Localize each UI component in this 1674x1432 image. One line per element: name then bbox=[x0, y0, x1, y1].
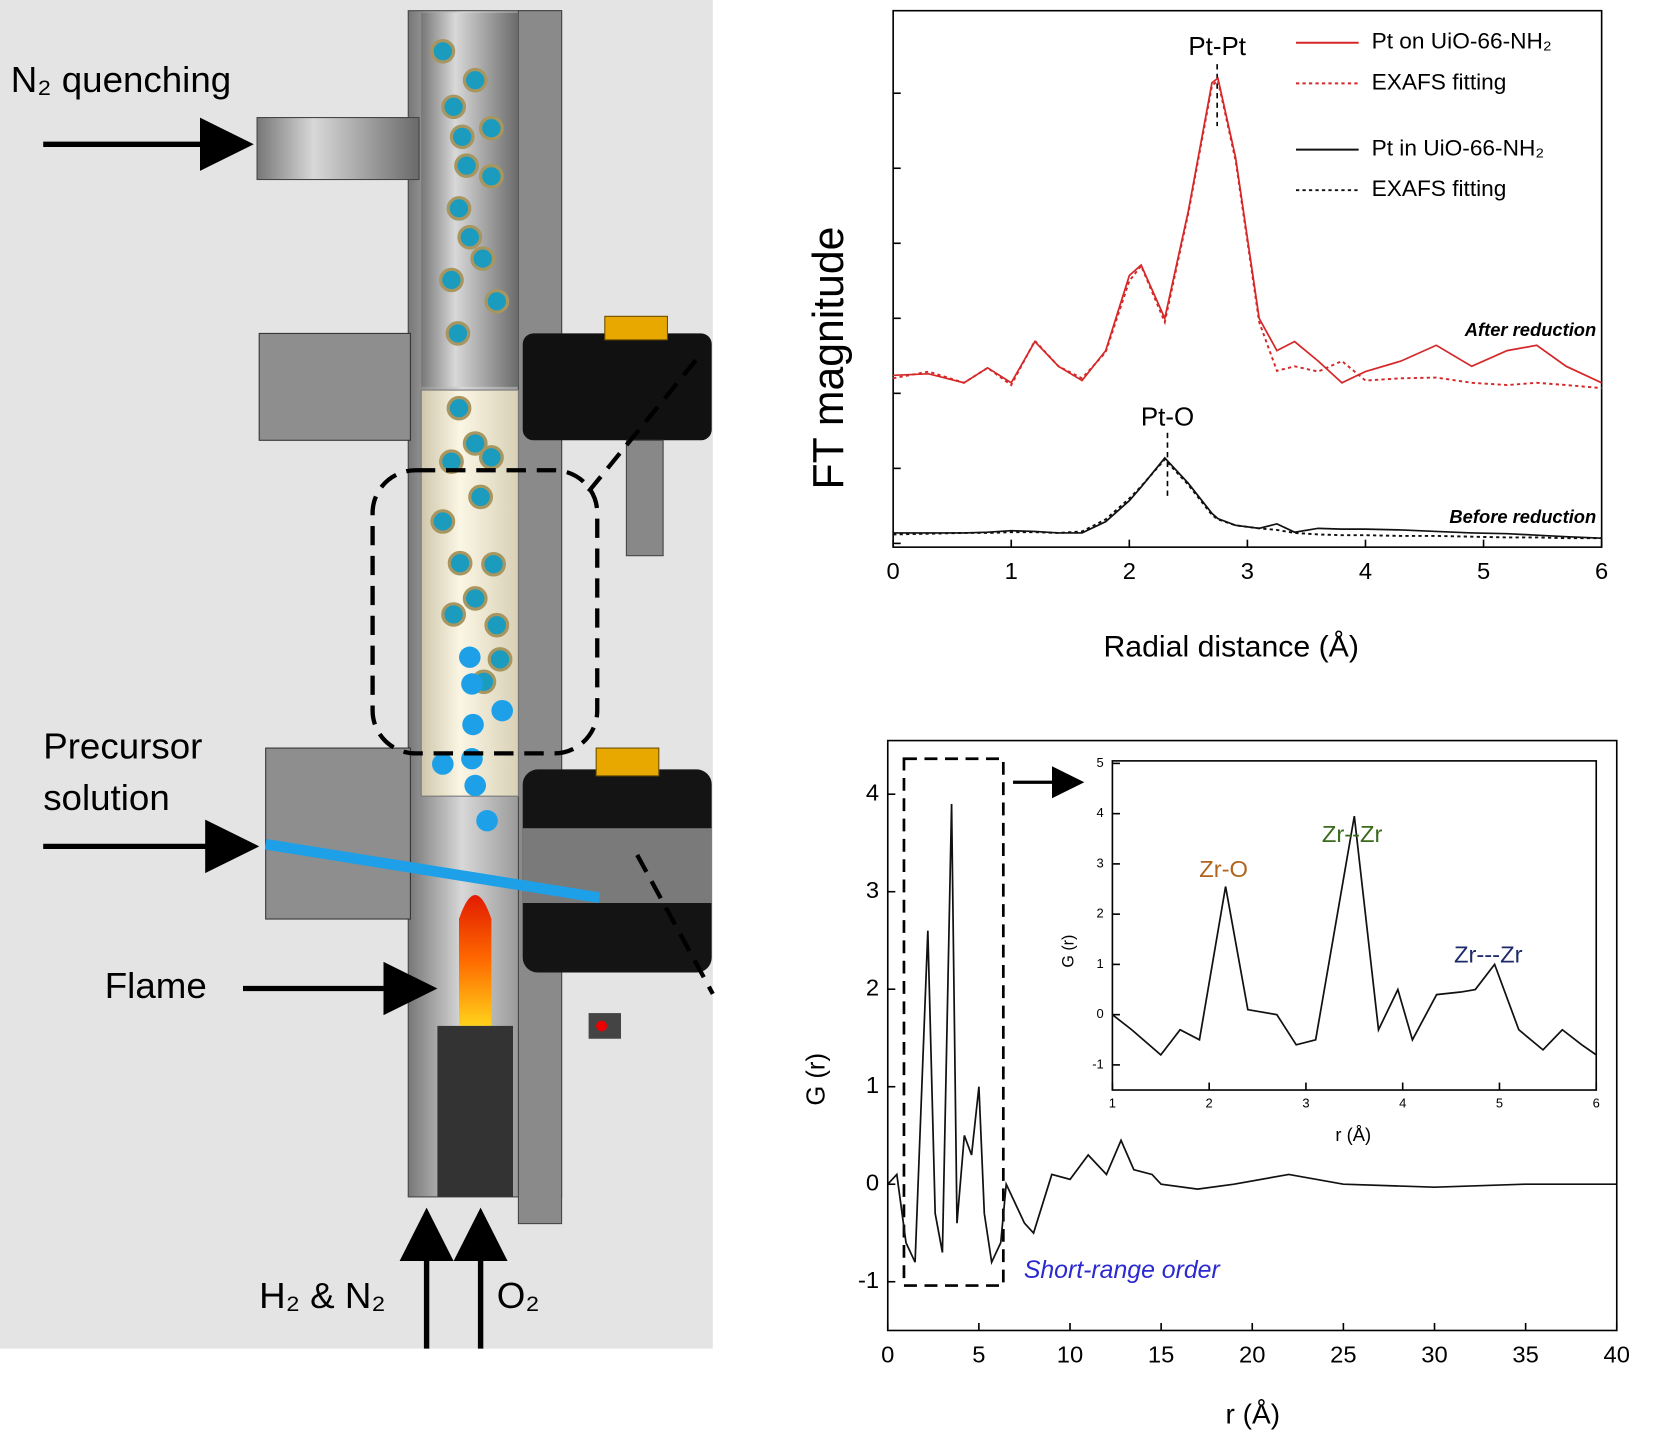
x-tick-label: 30 bbox=[1421, 1343, 1447, 1369]
x-tick-label: 1 bbox=[1005, 559, 1018, 585]
data-line bbox=[892, 78, 1602, 390]
chart: 0 1 2 3 4 5 6 Radial distance (Å) FT magnitude Pt… bbox=[805, 9, 1608, 664]
y-tick-label: 4 bbox=[866, 781, 879, 807]
fit-markers bbox=[902, 64, 1218, 1287]
x-tick-label: 20 bbox=[1239, 1343, 1265, 1369]
x-tick-label: 6 bbox=[1593, 1096, 1600, 1111]
label-precursor: Precursor solution bbox=[43, 726, 203, 819]
precursor-line bbox=[264, 838, 601, 903]
label-flame: Flame bbox=[105, 965, 207, 1006]
x-tick-label: 6 bbox=[1595, 559, 1608, 585]
label-precursor-box: Precursor solution bbox=[43, 726, 203, 819]
y-tick-label: 3 bbox=[1097, 855, 1104, 870]
annotation: Zr--Zr bbox=[1322, 822, 1383, 848]
annotation: After reduction bbox=[1464, 319, 1597, 340]
y-tick-label: 0 bbox=[866, 1171, 879, 1197]
legend-label: EXAFS fitting bbox=[1372, 69, 1507, 94]
x-axis-label: Radial distance (Å) bbox=[1103, 631, 1358, 664]
droplets bbox=[432, 646, 513, 832]
annotation: Zr---Zr bbox=[1454, 943, 1523, 969]
x-tick-label: 4 bbox=[1399, 1096, 1406, 1111]
arrows bbox=[43, 117, 508, 1349]
y-tick-label: 4 bbox=[1097, 805, 1104, 820]
data-line bbox=[1111, 815, 1597, 1057]
x-tick-label: 5 bbox=[972, 1343, 985, 1369]
zoom-line bbox=[635, 853, 715, 995]
x-tick-label: 3 bbox=[1241, 559, 1254, 585]
x-tick-label: 35 bbox=[1512, 1343, 1538, 1369]
x-tick-label: 5 bbox=[1477, 559, 1490, 585]
particles bbox=[430, 39, 513, 695]
x-tick-label: 40 bbox=[1604, 1343, 1630, 1369]
y-tick-label: 5 bbox=[1097, 755, 1104, 770]
data-line bbox=[887, 803, 1617, 1266]
right-clamp bbox=[522, 333, 712, 441]
x-tick-label: 25 bbox=[1330, 1343, 1356, 1369]
legend-label: Pt on UiO-66-NH₂ bbox=[1372, 29, 1552, 54]
y-tick-label: 2 bbox=[1097, 906, 1104, 921]
y-tick-label: 1 bbox=[1097, 956, 1104, 971]
x-tick-label: 0 bbox=[887, 559, 900, 585]
legend-label: Pt in UiO-66-NH₂ bbox=[1372, 136, 1545, 161]
legend-label: EXAFS fitting bbox=[1372, 176, 1507, 201]
x-tick-label: 10 bbox=[1057, 1343, 1083, 1369]
y-tick-label: 3 bbox=[866, 878, 879, 904]
data-line bbox=[893, 456, 1602, 540]
annotation: Pt-O bbox=[1141, 404, 1194, 432]
plot-frame bbox=[1111, 760, 1598, 1091]
x-tick-label: 3 bbox=[1302, 1096, 1309, 1111]
chart: 1 2 3 4 5 6 -1 0 1 2 3 4 5 r (Å) G (r) Zr-O Zr--Zr Zr---Z… bbox=[1059, 755, 1599, 1145]
flame bbox=[459, 895, 492, 1026]
x-tick-label: 2 bbox=[1206, 1096, 1213, 1111]
x-tick-label: 2 bbox=[1123, 559, 1136, 585]
x-tick-label: 1 bbox=[1109, 1096, 1116, 1111]
label-h2n2: H₂ & N₂ bbox=[259, 1275, 385, 1316]
x-tick-label: 5 bbox=[1496, 1096, 1503, 1111]
left-clamp bbox=[258, 332, 411, 441]
annotation: Before reduction bbox=[1449, 506, 1596, 527]
x-tick-label: 0 bbox=[881, 1343, 894, 1369]
label-quenching: N₂ quenching bbox=[11, 59, 231, 100]
y-tick-label: -1 bbox=[1092, 1056, 1104, 1071]
y-tick-label: 1 bbox=[866, 1073, 879, 1099]
reactor-diagram: N₂ quenching Precursor solution Flame H₂… bbox=[0, 0, 715, 1349]
burner-left bbox=[265, 747, 411, 920]
label-o2: O₂ bbox=[497, 1275, 540, 1316]
annotation: Pt-Pt bbox=[1188, 33, 1246, 61]
bolt bbox=[604, 315, 668, 341]
sensor-dot bbox=[596, 1020, 607, 1032]
zoom-box bbox=[370, 468, 600, 756]
x-tick-label: 4 bbox=[1359, 559, 1372, 585]
burner-nozzle bbox=[437, 1025, 513, 1197]
x-axis-label: r (Å) bbox=[1226, 1398, 1281, 1429]
bolt bbox=[595, 747, 660, 777]
tube-wall bbox=[517, 10, 563, 1225]
x-tick-label: 15 bbox=[1148, 1343, 1174, 1369]
y-tick-label: 0 bbox=[1097, 1006, 1104, 1021]
y-tick-label: 2 bbox=[866, 976, 879, 1002]
screw bbox=[625, 439, 664, 557]
quench-inlet bbox=[256, 117, 420, 181]
x-axis-label: r (Å) bbox=[1335, 1124, 1371, 1145]
y-axis-label: FT magnitude bbox=[805, 227, 853, 490]
y-tick-label: -1 bbox=[858, 1268, 879, 1294]
y-axis-label: G (r) bbox=[1059, 935, 1077, 968]
short-range-box bbox=[902, 757, 1005, 1287]
y-axis-label: G (r) bbox=[802, 1053, 830, 1106]
diagram-background bbox=[0, 0, 713, 1349]
annotation: Short-range order bbox=[1024, 1257, 1222, 1284]
annotation: Zr-O bbox=[1199, 857, 1248, 883]
